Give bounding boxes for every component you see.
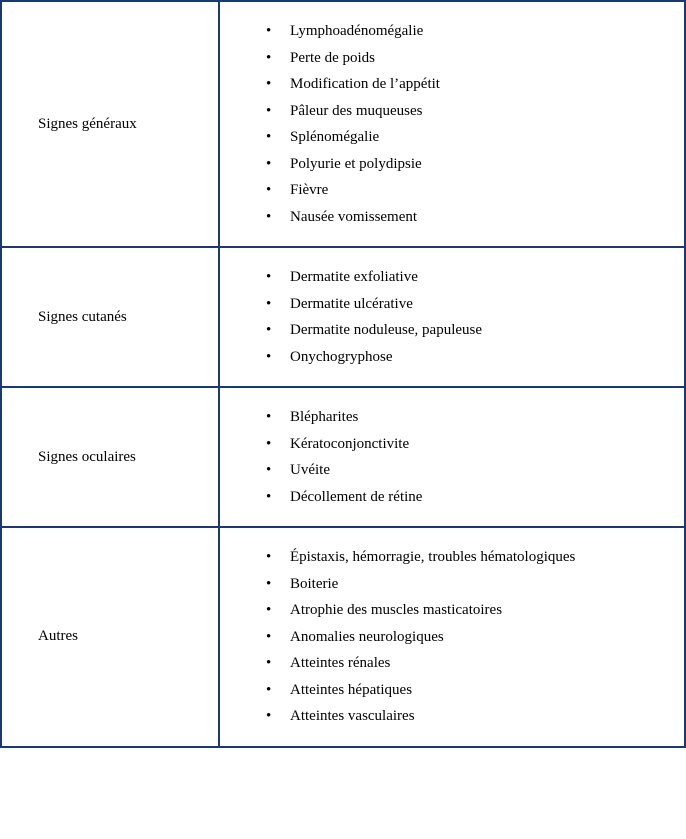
list-item: Atteintes vasculaires (230, 705, 674, 728)
list-item: Atteintes hépatiques (230, 679, 674, 702)
list-item: Fièvre (230, 179, 674, 202)
list-item: Épistaxis, hémorragie, troubles hématolo… (230, 546, 674, 569)
table-row: Signes cutanésDermatite exfoliativeDerma… (1, 247, 685, 387)
list-item: Dermatite noduleuse, papuleuse (230, 319, 674, 342)
list-item: Kératoconjonctivite (230, 433, 674, 456)
list-item: Uvéite (230, 459, 674, 482)
row-items-cell: Épistaxis, hémorragie, troubles hématolo… (219, 527, 685, 747)
row-label: Signes oculaires (1, 387, 219, 527)
row-items-list: Épistaxis, hémorragie, troubles hématolo… (230, 546, 674, 728)
signs-table-body: Signes généraux Lymphoadénomégalie Perte d… (1, 1, 685, 747)
list-item: Onychogryphose (230, 346, 674, 369)
row-label: Signes cutanés (1, 247, 219, 387)
list-item: Pâleur des muqueuses (230, 100, 674, 123)
table-row: Signes oculaires Blépharites Kératoconjonc… (1, 387, 685, 527)
row-items-cell: Blépharites Kératoconjonctivite Uvéite Déco… (219, 387, 685, 527)
list-item: Polyurie et polydipsie (230, 153, 674, 176)
list-item: Anomalies neurologiques (230, 626, 674, 649)
table-row: Autres Épistaxis, hémorragie, troubles hé… (1, 527, 685, 747)
list-item: Dermatite ulcérative (230, 293, 674, 316)
row-label: Autres (1, 527, 219, 747)
list-item: Splénomégalie (230, 126, 674, 149)
row-items-list: Dermatite exfoliative Dermatite ulcérativ… (230, 266, 674, 368)
row-items-list: Blépharites Kératoconjonctivite Uvéite Déco… (230, 406, 674, 508)
list-item: Atteintes rénales (230, 652, 674, 675)
table-row: Signes généraux Lymphoadénomégalie Perte d… (1, 1, 685, 247)
row-items-cell: Dermatite exfoliative Dermatite ulcérativ… (219, 247, 685, 387)
row-label: Signes généraux (1, 1, 219, 247)
list-item: Perte de poids (230, 47, 674, 70)
list-item: Atrophie des muscles masticatoires (230, 599, 674, 622)
list-item: Modification de l’appétit (230, 73, 674, 96)
row-items-list: Lymphoadénomégalie Perte de poids Modifica… (230, 20, 674, 228)
row-items-cell: Lymphoadénomégalie Perte de poids Modifica… (219, 1, 685, 247)
list-item: Lymphoadénomégalie (230, 20, 674, 43)
list-item: Décollement de rétine (230, 486, 674, 509)
signs-table: Signes généraux Lymphoadénomégalie Perte d… (0, 0, 686, 748)
list-item: Dermatite exfoliative (230, 266, 674, 289)
list-item: Blépharites (230, 406, 674, 429)
list-item: Nausée vomissement (230, 206, 674, 229)
list-item: Boiterie (230, 573, 674, 596)
